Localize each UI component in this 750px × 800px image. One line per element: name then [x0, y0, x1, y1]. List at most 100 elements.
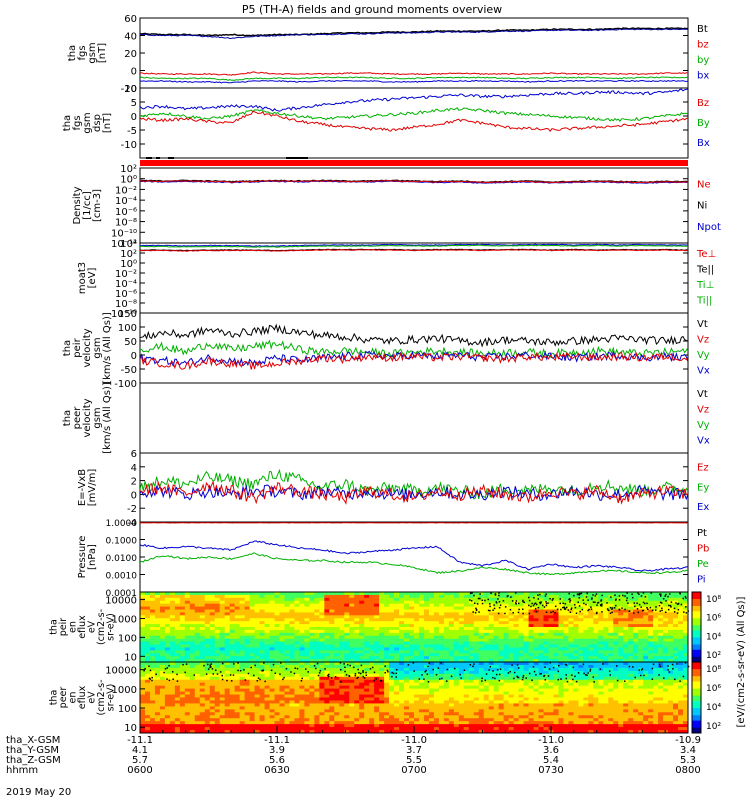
spectro-cell: [423, 632, 430, 637]
spectro-cell: [488, 635, 495, 640]
spectro-cell: [508, 629, 515, 634]
spectro-cell: [269, 612, 275, 616]
spectro-cell: [329, 697, 335, 701]
spectro-cell: [294, 700, 300, 704]
spectro-cell: [394, 712, 400, 716]
spectro-cell: [289, 667, 295, 672]
spectro-cell: [184, 653, 191, 657]
spectro-cell: [438, 700, 445, 704]
spectro-cell: [334, 727, 340, 731]
spectro-cell: [399, 659, 405, 663]
spectro-cell: [513, 621, 520, 625]
spectro-speckle: [533, 603, 536, 605]
spectro-cell: [194, 609, 201, 613]
spectro-cell: [259, 688, 265, 692]
spectro-cell: [663, 603, 669, 607]
spectro-cell: [244, 718, 250, 722]
spectro-cell: [483, 592, 490, 596]
spectro-cell: [458, 632, 465, 637]
spectro-cell: [568, 609, 574, 613]
spectro-cell: [379, 676, 385, 681]
spectro-cell: [543, 656, 549, 660]
spectro-cell: [269, 638, 275, 642]
spectro-cell: [369, 615, 375, 619]
spectro-cell: [214, 597, 221, 602]
spectro-cell: [179, 721, 186, 725]
spectro-cell: [394, 679, 400, 684]
spectro-cell: [199, 624, 206, 628]
spectro-cell: [518, 653, 524, 657]
spectro-cell: [199, 727, 206, 731]
spectro-cell: [199, 685, 206, 690]
spectro-cell: [284, 730, 290, 734]
spectro-cell: [428, 656, 435, 660]
spectro-cell: [453, 727, 460, 731]
spectro-cell: [518, 644, 524, 648]
spectro-cell: [204, 688, 211, 692]
spectro-cell: [498, 724, 505, 728]
legend-entry: Ni: [697, 201, 707, 212]
spectro-cell: [369, 624, 375, 628]
spectro-cell: [329, 621, 335, 625]
spectro-cell: [379, 694, 385, 698]
spectro-cell: [324, 629, 330, 634]
spectro-cell: [438, 629, 445, 634]
spectro-cell: [573, 656, 579, 660]
spectro-cell: [438, 621, 445, 625]
spectro-cell: [478, 603, 485, 607]
spectro-cell: [518, 659, 524, 663]
spectro-speckle: [626, 592, 629, 594]
spectro-cell: [179, 667, 186, 672]
spectro-cell: [428, 685, 435, 690]
spectro-cell: [294, 724, 300, 728]
spectro-cell: [443, 730, 450, 734]
spectro-cell: [164, 603, 171, 607]
spectro-cell: [453, 600, 460, 605]
spectro-cell: [179, 706, 186, 710]
spectro-cell: [428, 715, 435, 719]
spectro-cell: [498, 618, 505, 622]
spectro-cell: [159, 632, 166, 637]
spectro-cell: [438, 724, 445, 728]
spectro-cell: [269, 592, 275, 596]
spectro-cell: [269, 659, 275, 663]
spectro-cell: [249, 618, 255, 622]
spectro-cell: [598, 621, 604, 625]
spectro-cell: [189, 679, 196, 684]
spectro-cell: [144, 730, 151, 734]
spectro-cell: [538, 615, 544, 619]
spectro-cell: [618, 612, 624, 616]
spectro-cell: [513, 641, 520, 645]
spectro-speckle: [559, 602, 561, 605]
spectro-cell: [339, 597, 345, 602]
spectro-cell: [384, 629, 390, 634]
spectro-cell: [174, 664, 181, 669]
spectro-cell: [349, 597, 355, 602]
spectro-speckle: [497, 598, 499, 600]
spectro-speckle: [564, 607, 566, 609]
spectro-cell: [140, 615, 146, 619]
spectro-cell: [493, 609, 500, 613]
spectro-cell: [433, 667, 440, 672]
spectro-cell: [678, 650, 684, 654]
spectro-cell: [229, 703, 236, 707]
spectro-cell: [573, 647, 579, 651]
spectro-cell: [678, 609, 684, 613]
spectro-cell: [498, 603, 505, 607]
spectro-cell: [314, 632, 320, 637]
spectro-cell: [189, 615, 196, 619]
spectro-cell: [623, 650, 629, 654]
spectro-cell: [309, 632, 315, 637]
y-axis-label: tha: [62, 340, 73, 356]
spectro-cell: [189, 592, 196, 596]
spectro-cell: [324, 694, 330, 698]
spectro-cell: [498, 641, 505, 645]
spectro-cell: [264, 664, 270, 669]
spectro-cell: [304, 712, 310, 716]
spectro-cell: [379, 627, 385, 631]
spectro-cell: [159, 694, 166, 698]
spectro-cell: [239, 621, 246, 625]
spectro-cell: [618, 629, 624, 634]
spectro-cell: [189, 632, 196, 637]
spectro-cell: [364, 670, 370, 675]
